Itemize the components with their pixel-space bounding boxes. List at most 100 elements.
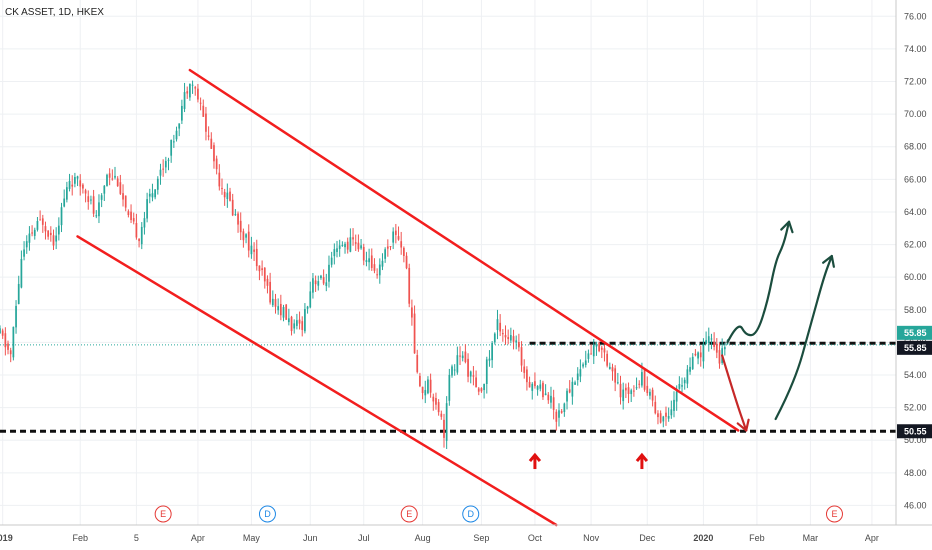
candle (368, 248, 370, 271)
candle (172, 134, 175, 148)
price-line-badge: 55.85 (897, 340, 932, 355)
time-tick-label: Dec (639, 533, 656, 543)
candle (402, 246, 405, 263)
event-marker[interactable]: E (154, 505, 172, 523)
candle (9, 347, 12, 363)
candle (23, 241, 25, 261)
candle (215, 155, 218, 175)
time-tick-label: 2019 (0, 533, 13, 543)
candle (440, 410, 443, 420)
candle (15, 300, 17, 334)
candle (697, 351, 699, 365)
svg-text:E: E (160, 509, 166, 519)
candle (135, 213, 138, 240)
candle (443, 413, 445, 448)
candle (130, 204, 132, 224)
time-axis[interactable]: 2019 Feb 5 Apr May Jun Jul Aug Sep Oct Nov Dec 2020 F… (0, 533, 879, 543)
drawings (76, 68, 835, 527)
candle (472, 366, 475, 386)
candle (649, 388, 651, 400)
time-tick-label: 2020 (693, 533, 713, 543)
candle (269, 272, 272, 305)
candle (362, 243, 365, 266)
candle (435, 392, 437, 410)
candle (341, 241, 344, 247)
candle (271, 290, 274, 308)
candle (344, 241, 346, 254)
candle (183, 82, 186, 113)
candle (464, 344, 467, 364)
candle (579, 359, 582, 383)
candle (480, 387, 483, 393)
candle (55, 227, 58, 250)
candle (638, 380, 641, 389)
candle (448, 368, 451, 406)
candle (504, 325, 507, 345)
candle (36, 216, 39, 232)
projection-arrowhead (780, 220, 794, 234)
candle (689, 357, 691, 375)
candle (654, 395, 657, 415)
time-tick-label: Sep (473, 533, 489, 543)
candle (456, 346, 459, 375)
candle (49, 226, 52, 242)
channel-trendline (76, 235, 558, 527)
event-marker[interactable]: D (258, 505, 276, 523)
candle (247, 224, 250, 258)
candle (667, 407, 670, 422)
candle (333, 243, 336, 265)
candle (197, 83, 199, 103)
candle (713, 332, 715, 351)
candle (705, 331, 707, 345)
candle (28, 226, 31, 251)
price-tick-label: 48.00 (904, 468, 927, 478)
svg-text:E: E (406, 509, 412, 519)
event-marker[interactable]: E (400, 505, 418, 523)
candle (723, 342, 726, 356)
candle (424, 380, 427, 404)
candle (475, 370, 477, 388)
svg-text:55.85: 55.85 (904, 343, 927, 353)
candle (119, 174, 122, 196)
candle (95, 210, 98, 219)
candle (352, 228, 354, 246)
candle (274, 293, 277, 314)
candle (194, 85, 197, 96)
candle (306, 305, 309, 314)
event-marker[interactable]: E (825, 505, 843, 523)
candle (156, 176, 159, 195)
candle (132, 212, 135, 225)
candle (499, 314, 502, 337)
candle (392, 227, 395, 250)
candle (523, 359, 526, 379)
time-tick-label: Jul (358, 533, 370, 543)
candle (603, 344, 606, 362)
candle (702, 338, 705, 369)
candle (630, 388, 633, 403)
candle (33, 227, 36, 240)
event-marker[interactable]: D (462, 505, 480, 523)
candle (389, 245, 392, 251)
time-tick-label: Oct (528, 533, 543, 543)
candle (4, 327, 7, 356)
candle (683, 377, 686, 390)
candle (31, 225, 33, 237)
candle (534, 372, 536, 389)
candle (127, 209, 130, 218)
candle (301, 316, 304, 337)
candle (79, 174, 82, 196)
candle (592, 339, 595, 365)
candle (84, 188, 87, 203)
candle (558, 403, 560, 427)
candle (39, 210, 41, 221)
candle (202, 99, 205, 117)
price-tick-label: 72.00 (904, 77, 927, 87)
candle (595, 341, 598, 356)
candle (159, 163, 162, 185)
candle (643, 368, 646, 392)
candle (189, 83, 191, 101)
candle (453, 364, 456, 376)
candle (512, 329, 515, 350)
candle (349, 228, 352, 253)
